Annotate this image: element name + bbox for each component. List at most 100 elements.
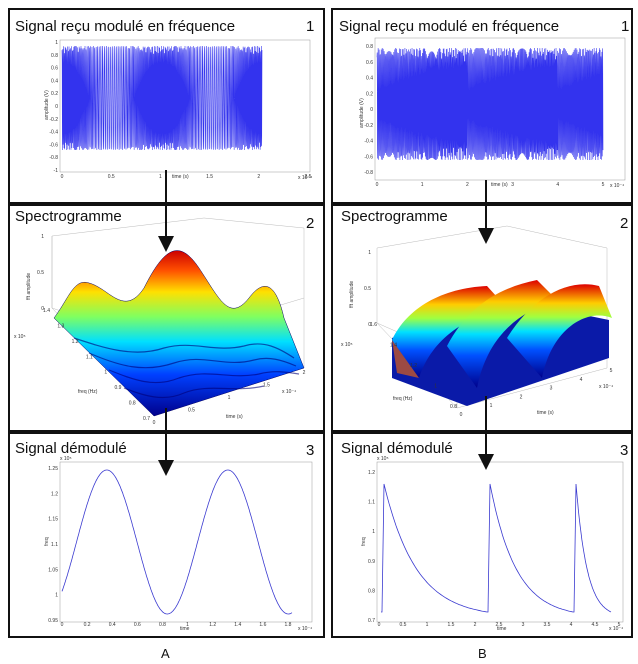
a3-xexp: x 10⁻⁴: [298, 626, 312, 632]
a2-ytick: 0.9: [114, 385, 121, 391]
a3-ytick: 1: [55, 593, 58, 599]
a1-ytick: 0.2: [51, 91, 58, 97]
a2-ztick: 1: [41, 234, 44, 240]
b1-xtick: 1: [421, 182, 424, 188]
a3-xtick: 0: [61, 622, 64, 628]
b2-ztick: 0.5: [364, 286, 371, 292]
b1-exp: x 10⁻⁴: [610, 183, 624, 189]
b3-xlabel: time: [497, 626, 507, 632]
a2-ytick: 0.7: [143, 416, 150, 422]
a3-xtick: 0.8: [159, 622, 166, 628]
b2-ytick: 1.2: [410, 363, 417, 369]
b3-xtick: 1: [426, 622, 429, 628]
b2-xtick: 3: [550, 386, 553, 392]
a1-ytick: 1: [55, 40, 58, 46]
a3-exp: x 10⁵: [60, 456, 72, 462]
plot-b-demodulated: 1.2 1.1 1 0.9 0.8 0.7 0 0.5 1 1.5 2 2.5 3 3.5 4 4.5 5 x…: [361, 456, 624, 632]
a3-xtick: 1.2: [209, 622, 216, 628]
a3-ytick: 1.2: [51, 491, 58, 497]
plot-b-received-signal: 0.8 0.6 0.4 0.2 0 -0.2 -0.4 -0.6 -0.8 0 1 2 3 4 5 amp…: [359, 37, 626, 189]
b3-xtick: 2: [474, 622, 477, 628]
b2-xtick: 4: [580, 377, 583, 383]
a1-ytick: -0.6: [49, 142, 58, 148]
b1-ytick: -0.8: [364, 170, 373, 176]
a2-ytick: 1.4: [43, 308, 50, 314]
b2-xlabel: time (s): [537, 410, 554, 416]
b1-ytick: 0: [370, 107, 373, 113]
b1-ytick: 0.6: [366, 60, 373, 66]
a3-xtick: 1.6: [259, 622, 266, 628]
b1-xtick: 2: [466, 182, 469, 188]
caption-a-3: Signal démodulé: [15, 440, 127, 457]
number-b-2: 2: [620, 215, 629, 232]
a3-ytick: 1.25: [48, 466, 58, 472]
a3-ytick: 1.15: [48, 517, 58, 523]
b2-xtick: 1: [490, 403, 493, 409]
column-label-b: B: [478, 646, 487, 661]
plot-b-spectrogram: 1 0.5 0 1.6 1.4 1.2 1 0.8 0 1 2 3 4 5 fft amplitude…: [337, 225, 631, 428]
b1-ytick: 0.4: [366, 76, 373, 82]
a3-xlabel: time: [180, 626, 190, 632]
a3-ylabel: freq: [44, 537, 50, 546]
waveform-line: [376, 47, 604, 161]
a1-xtick: 1: [159, 174, 162, 180]
a2-xtick: 0: [153, 420, 156, 426]
a2-ztick: 0.5: [37, 270, 44, 276]
caption-a-1: Signal reçu modulé en fréquence: [15, 18, 236, 35]
a2-yexp: x 10⁵: [14, 334, 26, 340]
a1-exp: x 10⁻⁴: [298, 175, 312, 181]
a2-ytick: 1.1: [86, 354, 93, 360]
a2-xexp: x 10⁻⁴: [282, 389, 296, 395]
b1-ylabel: amplitude (V): [359, 98, 365, 128]
a3-ytick: 1.05: [48, 567, 58, 573]
a1-ylabel: amplitude (V): [44, 90, 50, 120]
b3-ytick: 0.8: [368, 588, 375, 594]
b3-xtick: 4.5: [592, 622, 599, 628]
b3-xtick: 3: [522, 622, 525, 628]
a2-xtick: 2: [303, 370, 306, 376]
b3-ytick: 1.1: [368, 500, 375, 506]
b3-xexp: x 10⁻⁴: [609, 626, 623, 632]
b1-ytick: 0.2: [366, 91, 373, 97]
b2-xtick: 5: [610, 368, 613, 374]
a1-ytick: -0.2: [49, 117, 58, 123]
b3-xtick: 0: [378, 622, 381, 628]
a1-xtick: 0.5: [108, 174, 115, 180]
b2-ytick: 1.4: [390, 343, 397, 349]
caption-b-3: Signal démodulé: [341, 440, 453, 457]
a2-zlabel: fft amplitude: [26, 273, 32, 300]
b2-ytick: 0.8: [450, 404, 457, 410]
number-a-3: 3: [306, 442, 315, 459]
b1-xlabel: time (s): [491, 182, 508, 188]
b1-ytick: -0.2: [364, 123, 373, 129]
b1-ytick: -0.4: [364, 139, 373, 145]
a3-xtick: 0.6: [134, 622, 141, 628]
a2-ytick: 0.8: [129, 401, 136, 407]
b1-ytick: 0.8: [366, 44, 373, 50]
a3-ytick: 0.95: [48, 618, 58, 624]
b2-ytick: 1: [434, 384, 437, 390]
b3-ytick: 1: [372, 529, 375, 535]
a3-xtick: 1: [186, 622, 189, 628]
b3-exp: x 10⁵: [377, 456, 389, 462]
a2-ztick: 0: [41, 306, 44, 312]
b2-zlabel: fft amplitude: [349, 281, 355, 308]
a1-ytick: -0.4: [49, 130, 58, 136]
b1-xtick: 5: [602, 182, 605, 188]
a3-xtick: 0.2: [84, 622, 91, 628]
b2-ztick: 0: [368, 322, 371, 328]
b3-xtick: 2.5: [496, 622, 503, 628]
b3-ylabel: freq: [361, 537, 367, 546]
a2-xtick: 1: [228, 395, 231, 401]
a1-ytick: 0: [55, 104, 58, 110]
a2-xtick: 0.5: [188, 408, 195, 414]
a1-xtick: 1.5: [206, 174, 213, 180]
b3-xtick: 3.5: [544, 622, 551, 628]
b3-ytick: 0.9: [368, 559, 375, 565]
a1-xtick: 0: [61, 174, 64, 180]
b2-ztick: 1: [368, 250, 371, 256]
b1-xtick: 3: [511, 182, 514, 188]
b1-xtick: 0: [376, 182, 379, 188]
b3-xtick: 1.5: [448, 622, 455, 628]
